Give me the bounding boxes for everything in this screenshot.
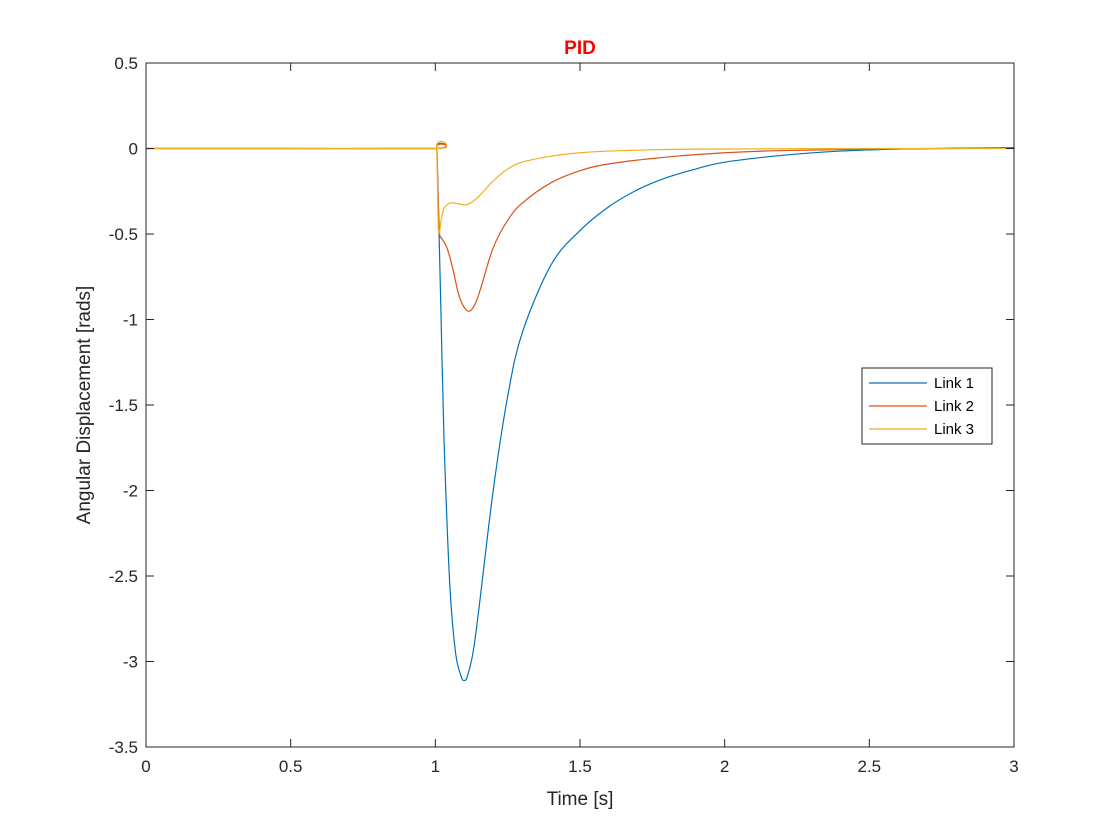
legend-label-link-3: Link 3 bbox=[934, 421, 974, 438]
x-tick-label: 2.5 bbox=[858, 757, 882, 776]
series-layer bbox=[146, 140, 1015, 682]
x-tick-label: 0 bbox=[141, 757, 150, 776]
y-tick-label: 0 bbox=[129, 140, 138, 159]
x-tick-label: 1 bbox=[431, 757, 440, 776]
y-tick-label: -2.5 bbox=[109, 567, 138, 586]
ticks-layer: 0 0.5 1 1.5 2 2.5 3 -3.5 -3 -2.5 -2 -1.5 -1 -0.5 0 0.5 bbox=[109, 54, 1019, 776]
x-tick-label: 2 bbox=[720, 757, 729, 776]
y-axis-label: Angular Displacement [rads] bbox=[74, 286, 95, 525]
series-line-link-3 bbox=[146, 140, 1015, 235]
legend: Link 1 Link 2 Link 3 bbox=[861, 367, 993, 445]
y-tick-label: -3.5 bbox=[109, 738, 138, 757]
x-axis-label: Time [s] bbox=[547, 789, 614, 810]
y-tick-label: -1 bbox=[123, 311, 138, 330]
x-tick-label: 1.5 bbox=[568, 757, 592, 776]
y-tick-label: -0.5 bbox=[109, 225, 138, 244]
y-tick-label: 0.5 bbox=[114, 54, 138, 73]
legend-label-link-1: Link 1 bbox=[934, 375, 974, 392]
chart-title: PID bbox=[564, 38, 596, 59]
x-tick-label: 0.5 bbox=[279, 757, 303, 776]
x-tick-label: 3 bbox=[1009, 757, 1018, 776]
y-tick-label: -2 bbox=[123, 482, 138, 501]
legend-label-link-2: Link 2 bbox=[934, 398, 974, 415]
y-tick-label: -1.5 bbox=[109, 396, 138, 415]
y-tick-label: -3 bbox=[123, 653, 138, 672]
